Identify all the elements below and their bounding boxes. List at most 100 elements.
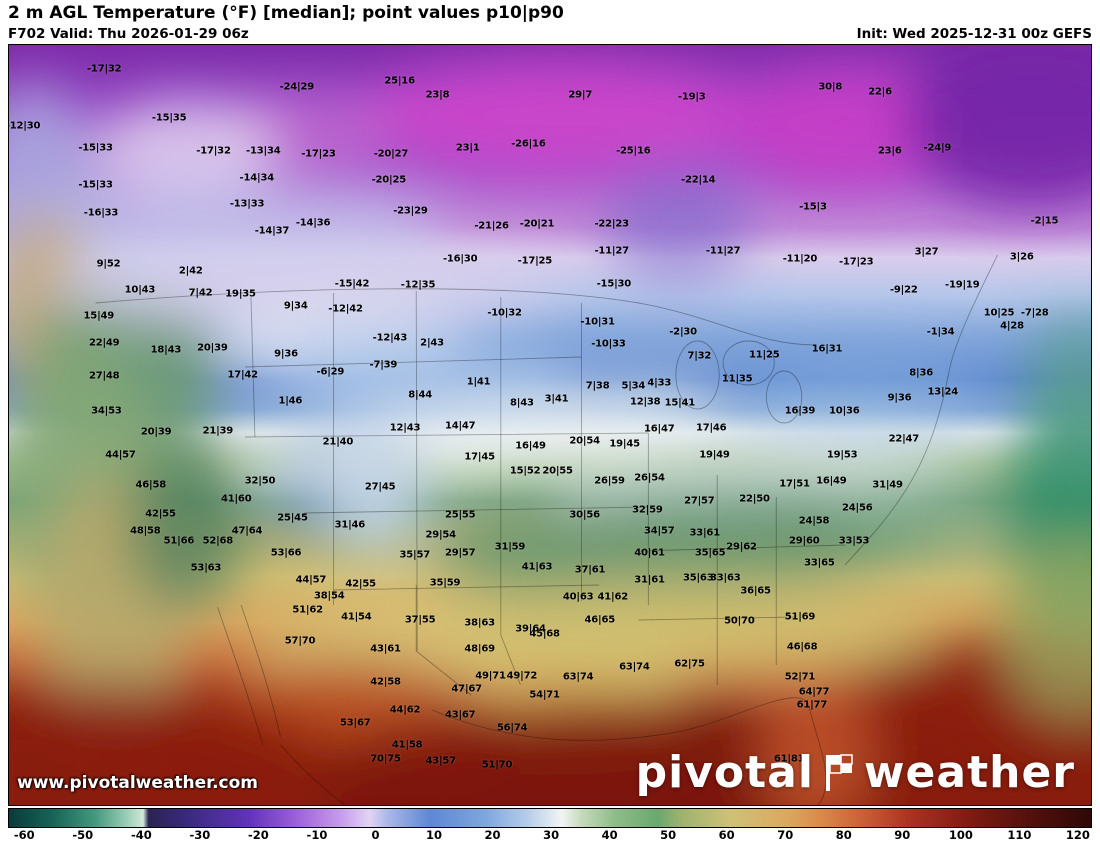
point-value-label: 27|57: [684, 495, 715, 507]
point-value-label: 3|41: [544, 393, 569, 405]
point-value-label: 52|68: [202, 535, 234, 547]
point-value-label: 47|64: [231, 525, 263, 537]
point-value-label: -13|34: [246, 145, 281, 157]
point-value-label: 12|43: [389, 422, 421, 434]
colorbar-tick-label: -10: [306, 828, 328, 842]
point-value-label: 46|58: [135, 479, 166, 491]
point-value-label: 23|6: [877, 145, 902, 157]
point-value-label: 46|68: [786, 641, 818, 653]
point-value-label: 7|32: [687, 350, 712, 362]
point-value-label: 51|66: [163, 535, 195, 547]
point-value-label: 16|49: [515, 440, 546, 452]
point-value-label: 5|34: [621, 380, 646, 392]
point-value-label: -11|27: [705, 245, 741, 257]
point-value-label: 34|57: [644, 525, 675, 537]
logo-text-pivotal: pivotal: [635, 747, 814, 798]
colorbar-tick-label: 40: [601, 828, 618, 842]
watermark-url: www.pivotalweather.com: [17, 773, 259, 793]
point-value-label: -26|16: [511, 138, 546, 150]
colorbar-tick-label: -60: [13, 828, 35, 842]
point-value-label: -10|32: [487, 307, 522, 319]
point-value-label: 49|72: [506, 670, 538, 682]
point-value-label: 17|51: [779, 478, 810, 490]
point-value-label: 20|39: [140, 426, 172, 438]
point-value-label: 51|69: [784, 611, 816, 623]
point-value-label: 15|52: [509, 465, 541, 477]
point-value-label: 19|35: [225, 288, 256, 300]
point-value-label: 16|47: [644, 423, 675, 435]
init-time-label: Init: Wed 2025-12-31 00z GEFS: [856, 26, 1092, 42]
point-value-label: 53|63: [190, 562, 222, 574]
point-value-label: 11|35: [721, 373, 753, 385]
point-value-label: 13|24: [927, 386, 959, 398]
point-value-label: 24|58: [798, 515, 830, 527]
point-value-label: 44|57: [295, 574, 327, 586]
point-value-label: -23|29: [393, 205, 428, 217]
point-value-label: 40|63: [562, 591, 594, 603]
point-value-label: 16|49: [816, 475, 847, 487]
point-value-label: 33|61: [689, 527, 720, 539]
point-value-label: -20|21: [519, 218, 555, 230]
point-value-label: 31|61: [634, 574, 665, 586]
point-value-label: 53|67: [339, 717, 371, 729]
point-value-label: 43|57: [425, 755, 456, 767]
point-value-label: -17|32: [86, 63, 122, 75]
point-value-label: 64|77: [798, 686, 830, 698]
point-value-label: 29|57: [444, 547, 476, 559]
point-value-label: -9|22: [889, 284, 918, 296]
point-value-label: 27|48: [88, 370, 120, 382]
point-value-label: 4|28: [1000, 320, 1024, 332]
point-value-label: -10|31: [580, 316, 615, 328]
point-value-label: 33|65: [804, 557, 835, 569]
point-value-label: -24|9: [923, 142, 952, 154]
point-value-label: 9|36: [887, 392, 912, 404]
point-value-label: 20|54: [569, 435, 600, 447]
point-value-label: 12|38: [629, 396, 661, 408]
colorbar-tick-label: -50: [72, 828, 94, 842]
point-value-label: 24|56: [842, 502, 873, 514]
map-header: 2 m AGL Temperature (°F) [median]; point…: [0, 0, 1100, 44]
point-value-label: -15|42: [334, 278, 370, 290]
point-value-label: -20|27: [373, 148, 409, 160]
point-value-layer: -17|32 -24|29 25|16 23|8 29|7 -19|3 30|8 22|6 -1…: [9, 45, 1091, 805]
valid-time-label: F702 Valid: Thu 2026-01-29 06z: [8, 26, 249, 42]
point-value-label: 30|8: [818, 81, 843, 93]
point-value-label: 31|49: [872, 479, 903, 491]
point-value-label: 63|74: [619, 661, 650, 673]
colorbar-tick-label: 90: [894, 828, 911, 842]
temperature-map[interactable]: -17|32 -24|29 25|16 23|8 29|7 -19|3 30|8 22|6 -1…: [8, 44, 1092, 806]
point-value-label: 9|52: [96, 258, 121, 270]
colorbar-tick-label: 110: [1007, 828, 1032, 842]
colorbar-tick-label: 100: [948, 828, 973, 842]
point-value-label: 15|41: [664, 397, 696, 409]
point-value-label: -16|33: [83, 207, 119, 219]
point-value-label: 10|25: [983, 307, 1015, 319]
point-value-label: 35|63: [682, 572, 714, 584]
point-value-label: 57|70: [284, 635, 316, 647]
point-value-label: -14|36: [295, 217, 331, 229]
point-value-label: 25|45: [277, 512, 308, 524]
point-value-label: -20|25: [371, 174, 407, 186]
point-value-label: 8|36: [909, 367, 933, 379]
point-value-label: 20|55: [542, 465, 573, 477]
point-value-label: 42|58: [370, 676, 401, 688]
point-value-label: -17|32: [196, 145, 231, 157]
colorbar-tick-label: 70: [777, 828, 794, 842]
point-value-label: 33|63: [710, 572, 741, 584]
point-value-label: 38|54: [314, 590, 345, 602]
point-value-label: 38|63: [464, 617, 495, 629]
point-value-label: -10|33: [591, 338, 626, 350]
point-value-label: 35|57: [399, 549, 431, 561]
point-value-label: -12|35: [400, 279, 436, 291]
point-value-label: 45|68: [529, 628, 560, 640]
colorbar-tick-label: 20: [484, 828, 501, 842]
colorbar-tick-label: -30: [189, 828, 211, 842]
temperature-colorbar: -60 -50 -40 -30 -20 -10 0 10 20 30 40 50 60 70 80 90 100…: [8, 808, 1092, 842]
colorbar-ticks: -60 -50 -40 -30 -20 -10 0 10 20 30 40 50 60 70 80 90 100…: [8, 828, 1092, 842]
point-value-label: 23|1: [455, 142, 480, 154]
point-value-label: -12|30: [8, 120, 41, 132]
point-value-label: 20|39: [197, 342, 228, 354]
point-value-label: -6|29: [316, 366, 345, 378]
point-value-label: 17|42: [227, 369, 258, 381]
